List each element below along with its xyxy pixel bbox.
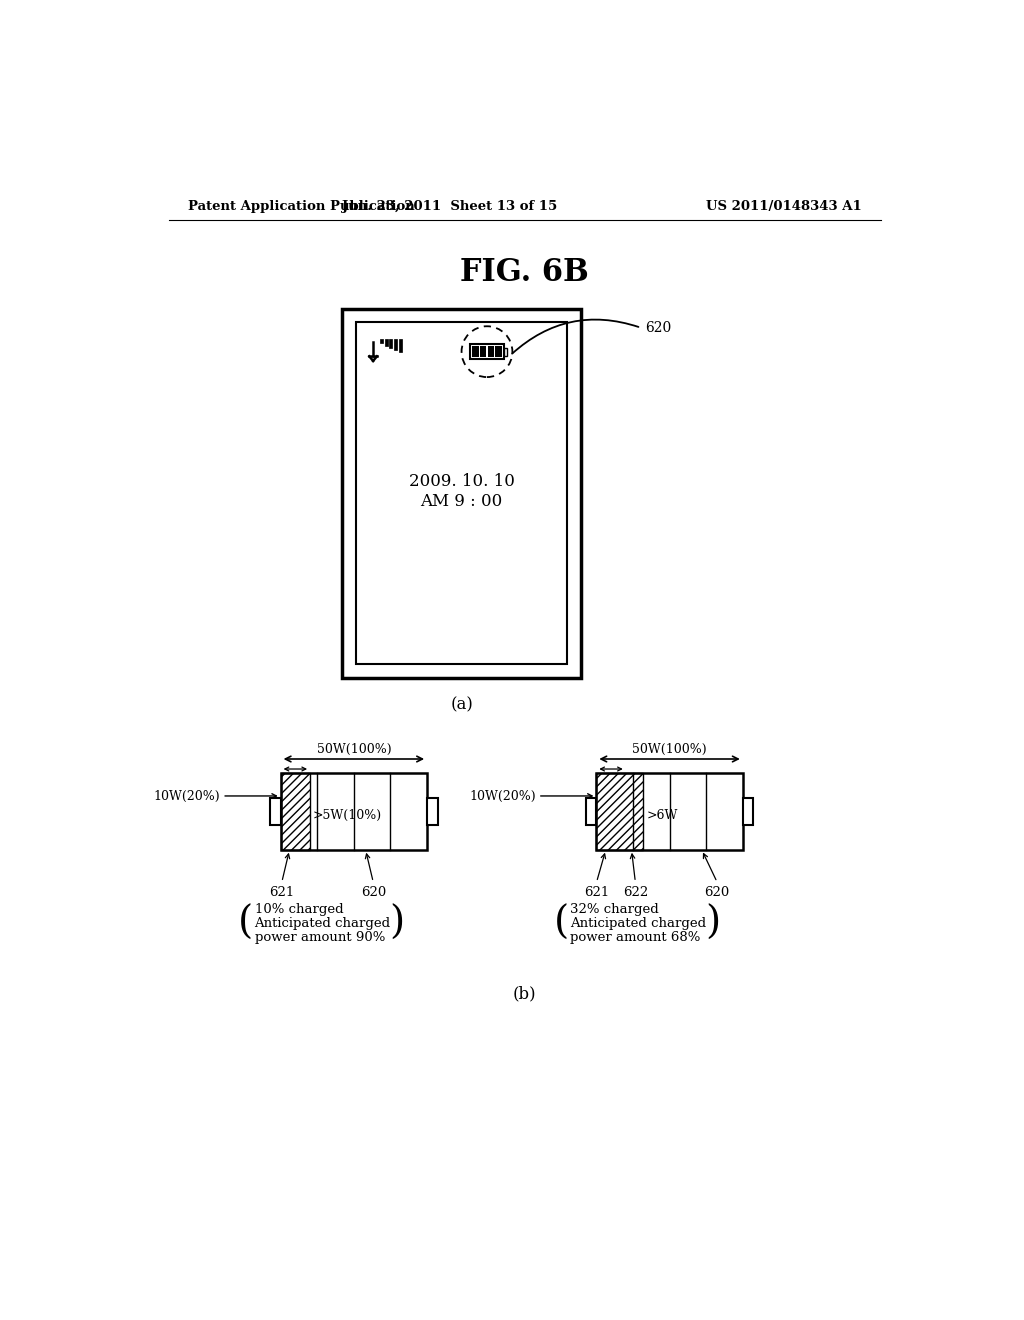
Text: >6W: >6W <box>646 809 678 822</box>
Bar <box>496 346 502 358</box>
Bar <box>385 339 388 346</box>
Text: power amount 90%: power amount 90% <box>255 931 385 944</box>
Text: 621: 621 <box>269 886 295 899</box>
Bar <box>472 346 479 358</box>
Text: 50W(100%): 50W(100%) <box>316 742 391 755</box>
Bar <box>427 797 438 825</box>
Bar <box>356 322 567 664</box>
Bar <box>586 797 596 825</box>
Bar <box>394 339 397 350</box>
Text: 10W(20%): 10W(20%) <box>154 789 220 803</box>
Bar <box>270 797 281 825</box>
Bar <box>281 774 427 850</box>
Text: 32% charged: 32% charged <box>570 903 659 916</box>
Text: Anticipated charged: Anticipated charged <box>255 917 390 931</box>
Text: FIG. 6B: FIG. 6B <box>461 257 589 288</box>
Bar <box>389 339 392 348</box>
Text: Anticipated charged: Anticipated charged <box>570 917 707 931</box>
Text: 50W(100%): 50W(100%) <box>632 742 707 755</box>
Text: (: ( <box>238 906 253 942</box>
Bar <box>342 309 581 678</box>
Bar <box>480 346 486 358</box>
Bar <box>380 339 383 343</box>
Bar <box>470 345 504 359</box>
Text: Patent Application Publication: Patent Application Publication <box>188 199 415 213</box>
Text: 622: 622 <box>623 886 648 899</box>
Text: 2009. 10. 10: 2009. 10. 10 <box>409 474 515 490</box>
Text: AM 9 : 00: AM 9 : 00 <box>421 492 503 510</box>
Text: ): ) <box>389 906 404 942</box>
Bar <box>596 774 643 850</box>
Text: US 2011/0148343 A1: US 2011/0148343 A1 <box>707 199 862 213</box>
Text: ): ) <box>705 906 720 942</box>
Bar <box>596 774 742 850</box>
Text: 10W(20%): 10W(20%) <box>469 789 536 803</box>
Text: (: ( <box>553 906 568 942</box>
Text: Jun. 23, 2011  Sheet 13 of 15: Jun. 23, 2011 Sheet 13 of 15 <box>342 199 558 213</box>
Text: 620: 620 <box>645 321 671 335</box>
Text: (a): (a) <box>451 697 473 714</box>
Text: 10% charged: 10% charged <box>255 903 343 916</box>
Bar <box>504 348 507 355</box>
Bar <box>487 346 494 358</box>
Text: power amount 68%: power amount 68% <box>570 931 700 944</box>
Bar <box>398 339 401 352</box>
Text: 621: 621 <box>584 886 609 899</box>
Text: 620: 620 <box>360 886 386 899</box>
Text: >5W(10%): >5W(10%) <box>313 809 382 822</box>
Bar <box>281 774 310 850</box>
Bar <box>742 797 754 825</box>
Text: (b): (b) <box>513 985 537 1002</box>
Text: 620: 620 <box>705 886 730 899</box>
Circle shape <box>462 326 512 378</box>
